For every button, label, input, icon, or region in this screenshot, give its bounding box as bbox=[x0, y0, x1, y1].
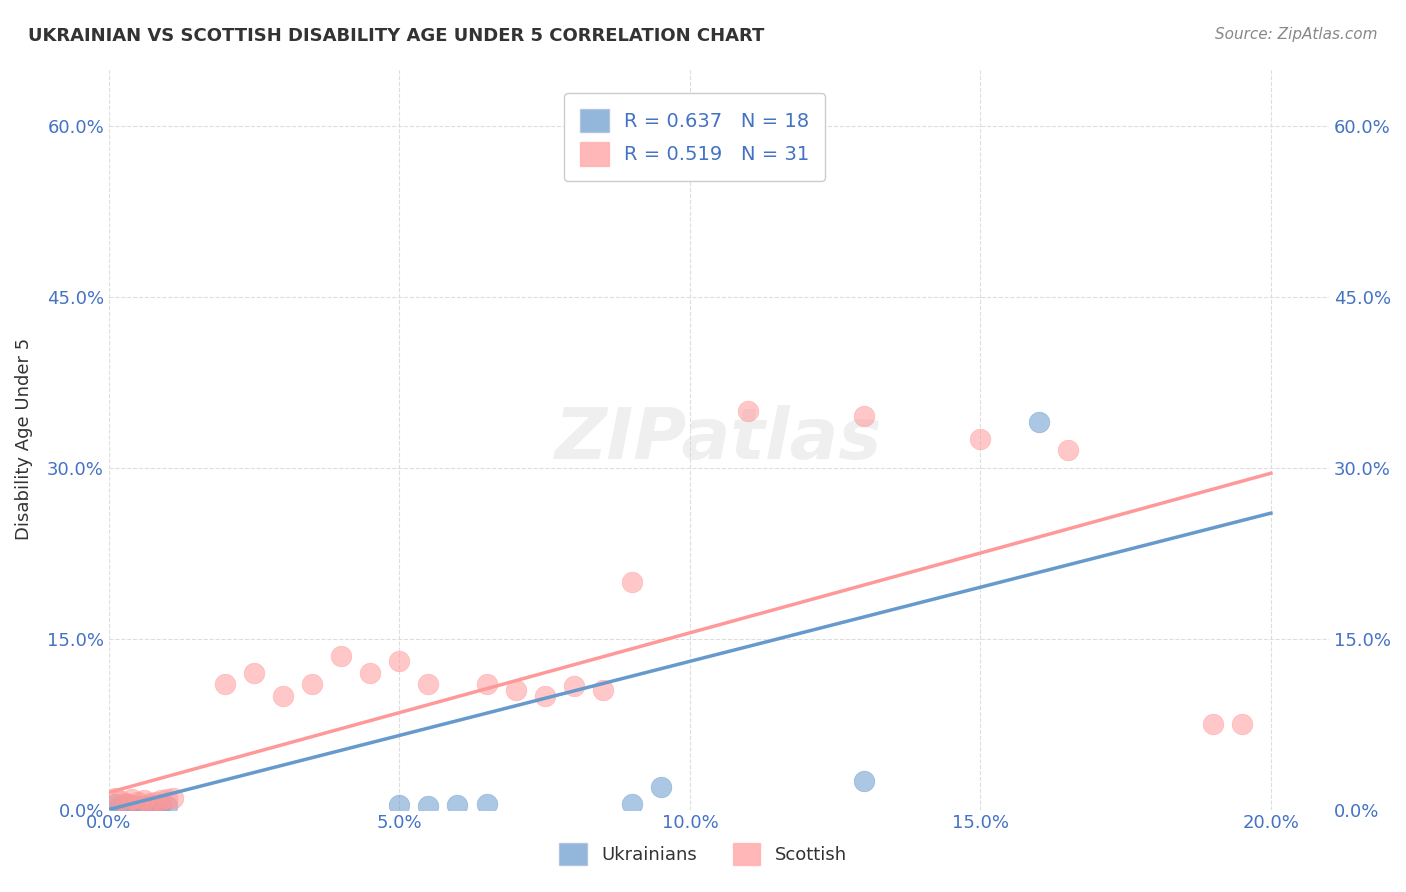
Point bbox=[271, 689, 294, 703]
Point bbox=[446, 797, 468, 812]
Point bbox=[1230, 717, 1253, 731]
Point bbox=[418, 799, 440, 814]
Point bbox=[110, 799, 132, 814]
Point bbox=[418, 677, 440, 691]
Point bbox=[110, 793, 132, 807]
Point bbox=[969, 432, 991, 446]
Point bbox=[132, 799, 155, 814]
Point bbox=[132, 793, 155, 807]
Point bbox=[737, 403, 759, 417]
Point bbox=[620, 797, 643, 811]
Point bbox=[1056, 443, 1078, 458]
Point bbox=[115, 796, 138, 810]
Point bbox=[388, 654, 411, 668]
Point bbox=[127, 799, 149, 814]
Text: Source: ZipAtlas.com: Source: ZipAtlas.com bbox=[1215, 27, 1378, 42]
Text: ZIPatlas: ZIPatlas bbox=[555, 405, 883, 474]
Y-axis label: Disability Age Under 5: Disability Age Under 5 bbox=[15, 338, 32, 541]
Point bbox=[388, 797, 411, 812]
Point bbox=[121, 792, 143, 806]
Point bbox=[243, 665, 266, 680]
Point bbox=[143, 799, 166, 814]
Point bbox=[853, 409, 876, 424]
Legend: R = 0.637   N = 18, R = 0.519   N = 31: R = 0.637 N = 18, R = 0.519 N = 31 bbox=[564, 93, 825, 181]
Point bbox=[592, 682, 614, 697]
Point bbox=[562, 680, 585, 694]
Point bbox=[853, 774, 876, 789]
Point bbox=[1202, 717, 1225, 731]
Point bbox=[330, 648, 353, 663]
Point bbox=[150, 797, 173, 811]
Text: UKRAINIAN VS SCOTTISH DISABILITY AGE UNDER 5 CORRELATION CHART: UKRAINIAN VS SCOTTISH DISABILITY AGE UND… bbox=[28, 27, 765, 45]
Point bbox=[104, 797, 127, 811]
Point bbox=[475, 797, 498, 811]
Point bbox=[533, 689, 555, 703]
Point bbox=[127, 795, 149, 809]
Point bbox=[121, 797, 143, 812]
Point bbox=[143, 795, 166, 809]
Point bbox=[162, 791, 184, 805]
Point bbox=[620, 574, 643, 589]
Point bbox=[156, 792, 179, 806]
Point bbox=[214, 677, 236, 691]
Point bbox=[150, 793, 173, 807]
Point bbox=[156, 799, 179, 814]
Point bbox=[505, 682, 527, 697]
Point bbox=[301, 677, 323, 691]
Point bbox=[650, 780, 672, 794]
Point bbox=[475, 677, 498, 691]
Point bbox=[115, 797, 138, 811]
Point bbox=[138, 797, 160, 812]
Point bbox=[104, 791, 127, 805]
Point bbox=[138, 796, 160, 810]
Point bbox=[359, 665, 381, 680]
Legend: Ukrainians, Scottish: Ukrainians, Scottish bbox=[551, 834, 855, 874]
Point bbox=[1028, 415, 1050, 429]
